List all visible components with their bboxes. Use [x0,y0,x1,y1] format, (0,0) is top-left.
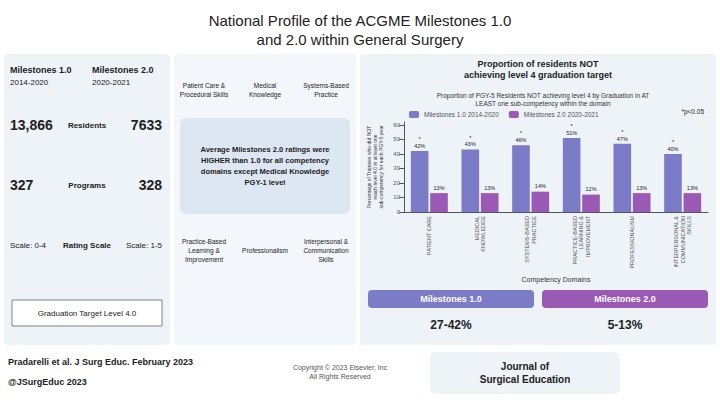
svg-text:reach level 4.0 in at least on: reach level 4.0 in at least one [372,134,378,200]
svg-text:Competency Domains: Competency Domains [522,276,591,284]
svg-text:2020-2021: 2020-2021 [92,78,131,87]
svg-text:46%: 46% [515,137,526,143]
svg-text:Programs: Programs [68,181,106,190]
svg-text:Practice: Practice [314,91,338,98]
svg-text:Percentage of Trainees who did: Percentage of Trainees who did NOT [366,125,372,209]
svg-text:13%: 13% [484,185,495,191]
svg-text:*: * [419,136,422,142]
svg-text:*: * [621,129,624,135]
svg-text:30: 30 [393,165,400,171]
svg-text:Pradarelli et al. J Surg Educ.: Pradarelli et al. J Surg Educ. February … [8,357,193,367]
svg-text:SYSTEMS-BASED: SYSTEMS-BASED [524,216,530,263]
svg-text:14%: 14% [535,183,546,189]
svg-text:7633: 7633 [131,117,162,133]
svg-text:Average Milestones 2.0 ratings: Average Milestones 2.0 ratings were [201,145,330,154]
svg-text:@JSurgEduc 2023: @JSurgEduc 2023 [8,377,87,387]
svg-text:Milestones 2.0: Milestones 2.0 [92,65,154,75]
svg-text:Patient Care &: Patient Care & [183,82,226,89]
svg-text:40: 40 [393,151,400,157]
svg-text:achieving level 4 graduation t: achieving level 4 graduation target [464,70,612,80]
svg-text:40%: 40% [667,146,678,152]
svg-text:Knowledge: Knowledge [249,91,282,99]
svg-text:13%: 13% [687,185,698,191]
svg-text:51%: 51% [566,130,577,136]
svg-text:12%: 12% [586,186,597,192]
svg-text:42%: 42% [414,143,425,149]
svg-text:Professionalism: Professionalism [242,247,288,254]
svg-text:HIGHER than 1.0 for all compet: HIGHER than 1.0 for all competency [201,156,330,165]
svg-text:Milestones 2.0 2020-2021: Milestones 2.0 2020-2021 [524,111,599,118]
svg-text:Milestones 2.0: Milestones 2.0 [594,294,656,304]
svg-text:60: 60 [393,122,400,128]
svg-text:PGY-1 level: PGY-1 level [245,178,286,187]
svg-text:27-42%: 27-42% [430,318,472,332]
svg-text:13%: 13% [636,185,647,191]
svg-text:IMPROVEMENT: IMPROVEMENT [585,215,591,257]
svg-text:Systems-Based: Systems-Based [303,82,349,90]
svg-text:LEAST one sub-competency withi: LEAST one sub-competency within the doma… [475,100,610,108]
svg-text:LEARNING &: LEARNING & [578,216,584,250]
svg-text:*: * [469,135,472,141]
svg-text:sub-competency for each PGY-5: sub-competency for each PGY-5 year [378,125,384,209]
svg-text:Communication: Communication [303,247,349,254]
svg-text:PROFESSIONALISM: PROFESSIONALISM [629,216,635,269]
svg-text:National Profile of the ACGME: National Profile of the ACGME Milestones… [209,12,512,29]
svg-text:Proportion of PGY-5 Residents: Proportion of PGY-5 Residents NOT achiev… [437,92,650,100]
svg-text:Residents: Residents [68,121,107,130]
svg-text:Learning &: Learning & [188,247,220,255]
svg-text:43%: 43% [465,141,476,147]
svg-text:SKILLS: SKILLS [686,216,692,235]
svg-text:327: 327 [10,177,34,193]
svg-text:Graduation Target Level 4.0: Graduation Target Level 4.0 [38,309,137,318]
svg-text:KNOWLEDGE: KNOWLEDGE [480,216,486,252]
svg-text:Copyright © 2023 Elsevier, Inc: Copyright © 2023 Elsevier, Inc [293,364,388,372]
svg-text:Milestones 1.0: Milestones 1.0 [420,294,482,304]
svg-text:2014-2020: 2014-2020 [10,78,49,87]
svg-text:Journal of: Journal of [501,361,550,372]
svg-text:50: 50 [393,136,400,142]
svg-text:13,866: 13,866 [10,117,53,133]
svg-text:Scale: 0-4: Scale: 0-4 [10,241,47,250]
svg-text:328: 328 [139,177,163,193]
svg-text:*p<0.05: *p<0.05 [681,108,704,116]
svg-text:5-13%: 5-13% [608,318,643,332]
svg-text:Milestones 1.0 2014-2020: Milestones 1.0 2014-2020 [424,111,499,118]
svg-text:Improvement: Improvement [185,256,223,264]
svg-text:13%: 13% [434,185,445,191]
svg-text:Milestones 1.0: Milestones 1.0 [10,65,72,75]
svg-text:MEDICAL: MEDICAL [474,216,480,240]
svg-text:PRACTICE: PRACTICE [531,216,537,244]
svg-text:47%: 47% [617,136,628,142]
svg-text:10: 10 [393,194,400,200]
svg-text:and 2.0 within General Surgery: and 2.0 within General Surgery [257,31,464,48]
svg-text:INTERPERSONAL &: INTERPERSONAL & [673,216,679,268]
svg-text:PATIENT CARE: PATIENT CARE [426,216,432,255]
svg-text:Medical: Medical [254,82,277,89]
svg-text:*: * [571,123,574,129]
svg-text:Practice-Based: Practice-Based [182,238,226,245]
svg-text:*: * [672,139,675,145]
svg-text:domains except Medical Knowled: domains except Medical Knowledge [201,167,329,176]
svg-text:0: 0 [397,209,401,215]
svg-text:Rating Scale: Rating Scale [63,241,112,250]
svg-text:20: 20 [393,180,400,186]
svg-text:PRACTICE-BASED: PRACTICE-BASED [572,216,578,264]
svg-text:*: * [520,130,523,136]
svg-text:Proportion of residents NOT: Proportion of residents NOT [477,59,599,69]
svg-text:Scale: 1-5: Scale: 1-5 [126,241,163,250]
svg-text:Surgical Education: Surgical Education [480,374,571,385]
svg-text:Skills: Skills [318,256,334,263]
svg-text:All Rights Reserved: All Rights Reserved [309,373,371,381]
svg-text:Procedural Skills: Procedural Skills [180,91,229,98]
svg-text:Interpersonal &: Interpersonal & [304,238,349,246]
svg-text:COMMUNICATION: COMMUNICATION [680,216,686,263]
